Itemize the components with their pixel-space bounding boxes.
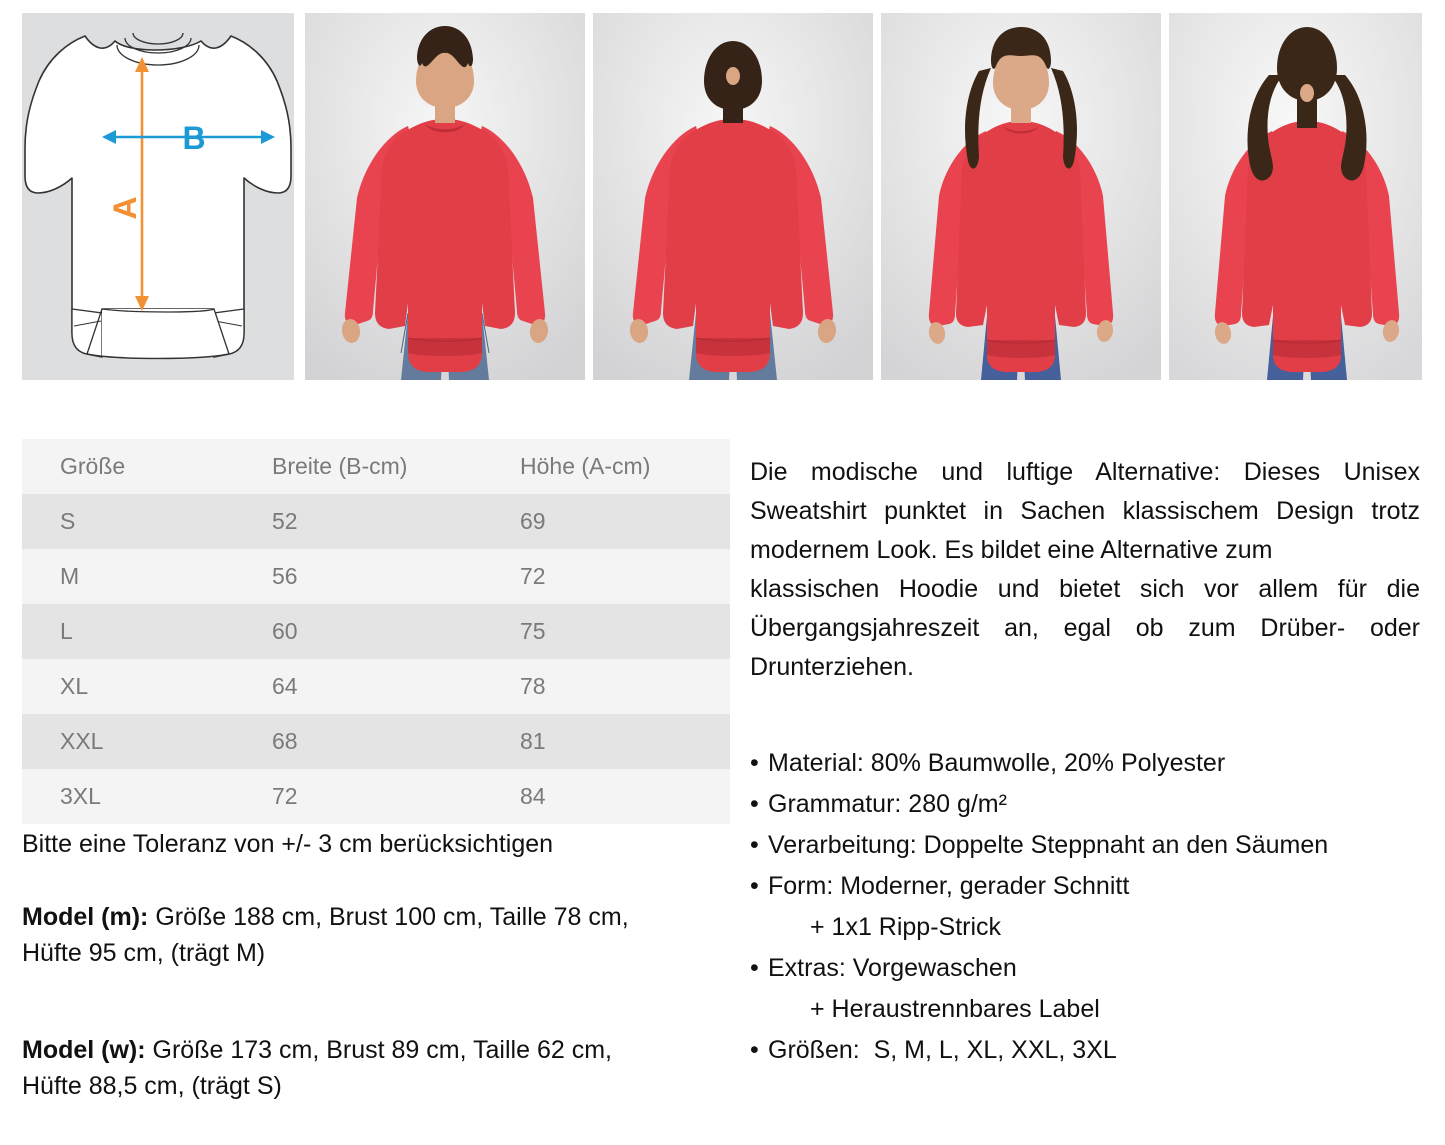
svg-text:A: A (107, 196, 143, 219)
svg-text:B: B (182, 120, 205, 156)
